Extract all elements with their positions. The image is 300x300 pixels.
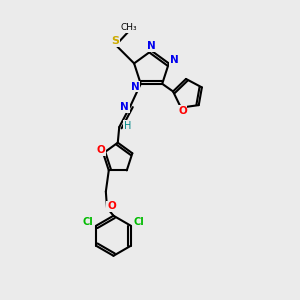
Text: N: N (131, 82, 140, 92)
Text: Cl: Cl (134, 217, 144, 227)
Text: O: O (97, 145, 105, 155)
Text: N: N (147, 41, 156, 51)
Text: Cl: Cl (82, 217, 93, 227)
Text: H: H (124, 121, 131, 130)
Text: CH₃: CH₃ (121, 23, 137, 32)
Text: O: O (178, 106, 187, 116)
Text: N: N (170, 56, 178, 65)
Text: S: S (111, 36, 119, 46)
Text: O: O (107, 201, 116, 211)
Text: N: N (120, 102, 129, 112)
